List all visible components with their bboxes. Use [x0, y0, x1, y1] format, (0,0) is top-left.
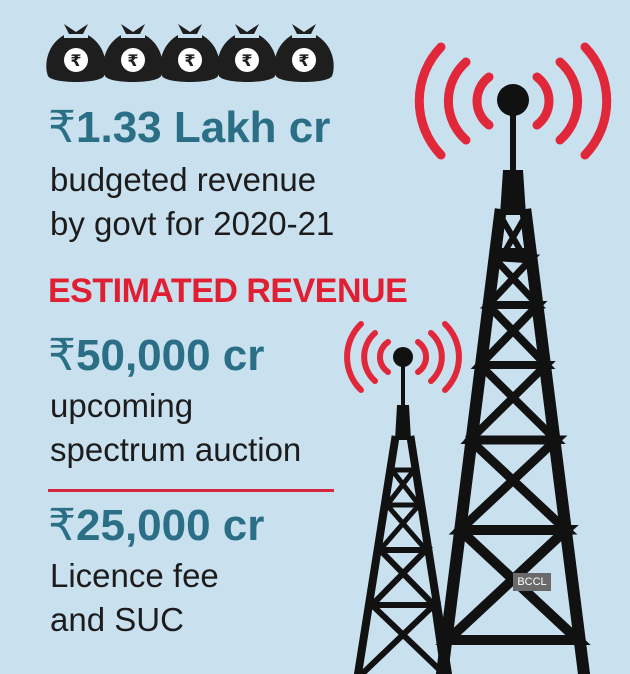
- rupee-symbol: ₹: [298, 51, 309, 70]
- budget-line-2: by govt for 2020-21: [50, 205, 335, 242]
- licence-amount-value: 25,000 cr: [76, 501, 265, 550]
- rupee-symbol: ₹: [70, 51, 81, 70]
- rupee-symbol: ₹: [48, 331, 76, 380]
- spectrum-line-2: spectrum auction: [50, 431, 302, 468]
- licence-line-2: and SUC: [50, 601, 184, 638]
- rupee-symbol: ₹: [48, 501, 76, 550]
- big-tower-signal-icon: [414, 42, 612, 160]
- spectrum-amount-value: 50,000 cr: [76, 331, 265, 380]
- money-bag-icon: ₹: [103, 24, 163, 82]
- money-bags-row: ₹ ₹ ₹ ₹ ₹: [46, 24, 334, 82]
- budget-amount-value: 1.33 Lakh cr: [76, 103, 331, 152]
- spectrum-amount: ₹50,000 cr: [48, 332, 264, 380]
- section-divider: [48, 489, 334, 492]
- money-bag-icon: ₹: [217, 24, 277, 82]
- small-tower-signal-icon: [344, 321, 462, 393]
- money-bag-icon: ₹: [274, 24, 334, 82]
- spectrum-line-1: upcoming: [50, 387, 194, 424]
- money-bag-icon: ₹: [160, 24, 220, 82]
- big-transmission-tower-icon: [435, 84, 591, 674]
- rupee-symbol: ₹: [184, 51, 195, 70]
- estimated-revenue-heading: ESTIMATED REVENUE: [48, 272, 408, 310]
- rupee-symbol: ₹: [127, 51, 138, 70]
- photo-credit-badge: BCCL: [513, 573, 551, 591]
- rupee-symbol: ₹: [48, 103, 76, 152]
- money-bag-icon: ₹: [46, 24, 106, 82]
- budget-amount: ₹1.33 Lakh cr: [48, 104, 330, 152]
- licence-line-1: Licence fee: [50, 557, 219, 594]
- rupee-symbol: ₹: [241, 51, 252, 70]
- small-transmission-tower-icon: [353, 347, 453, 674]
- licence-amount: ₹25,000 cr: [48, 502, 264, 550]
- budget-line-1: budgeted revenue: [50, 161, 317, 198]
